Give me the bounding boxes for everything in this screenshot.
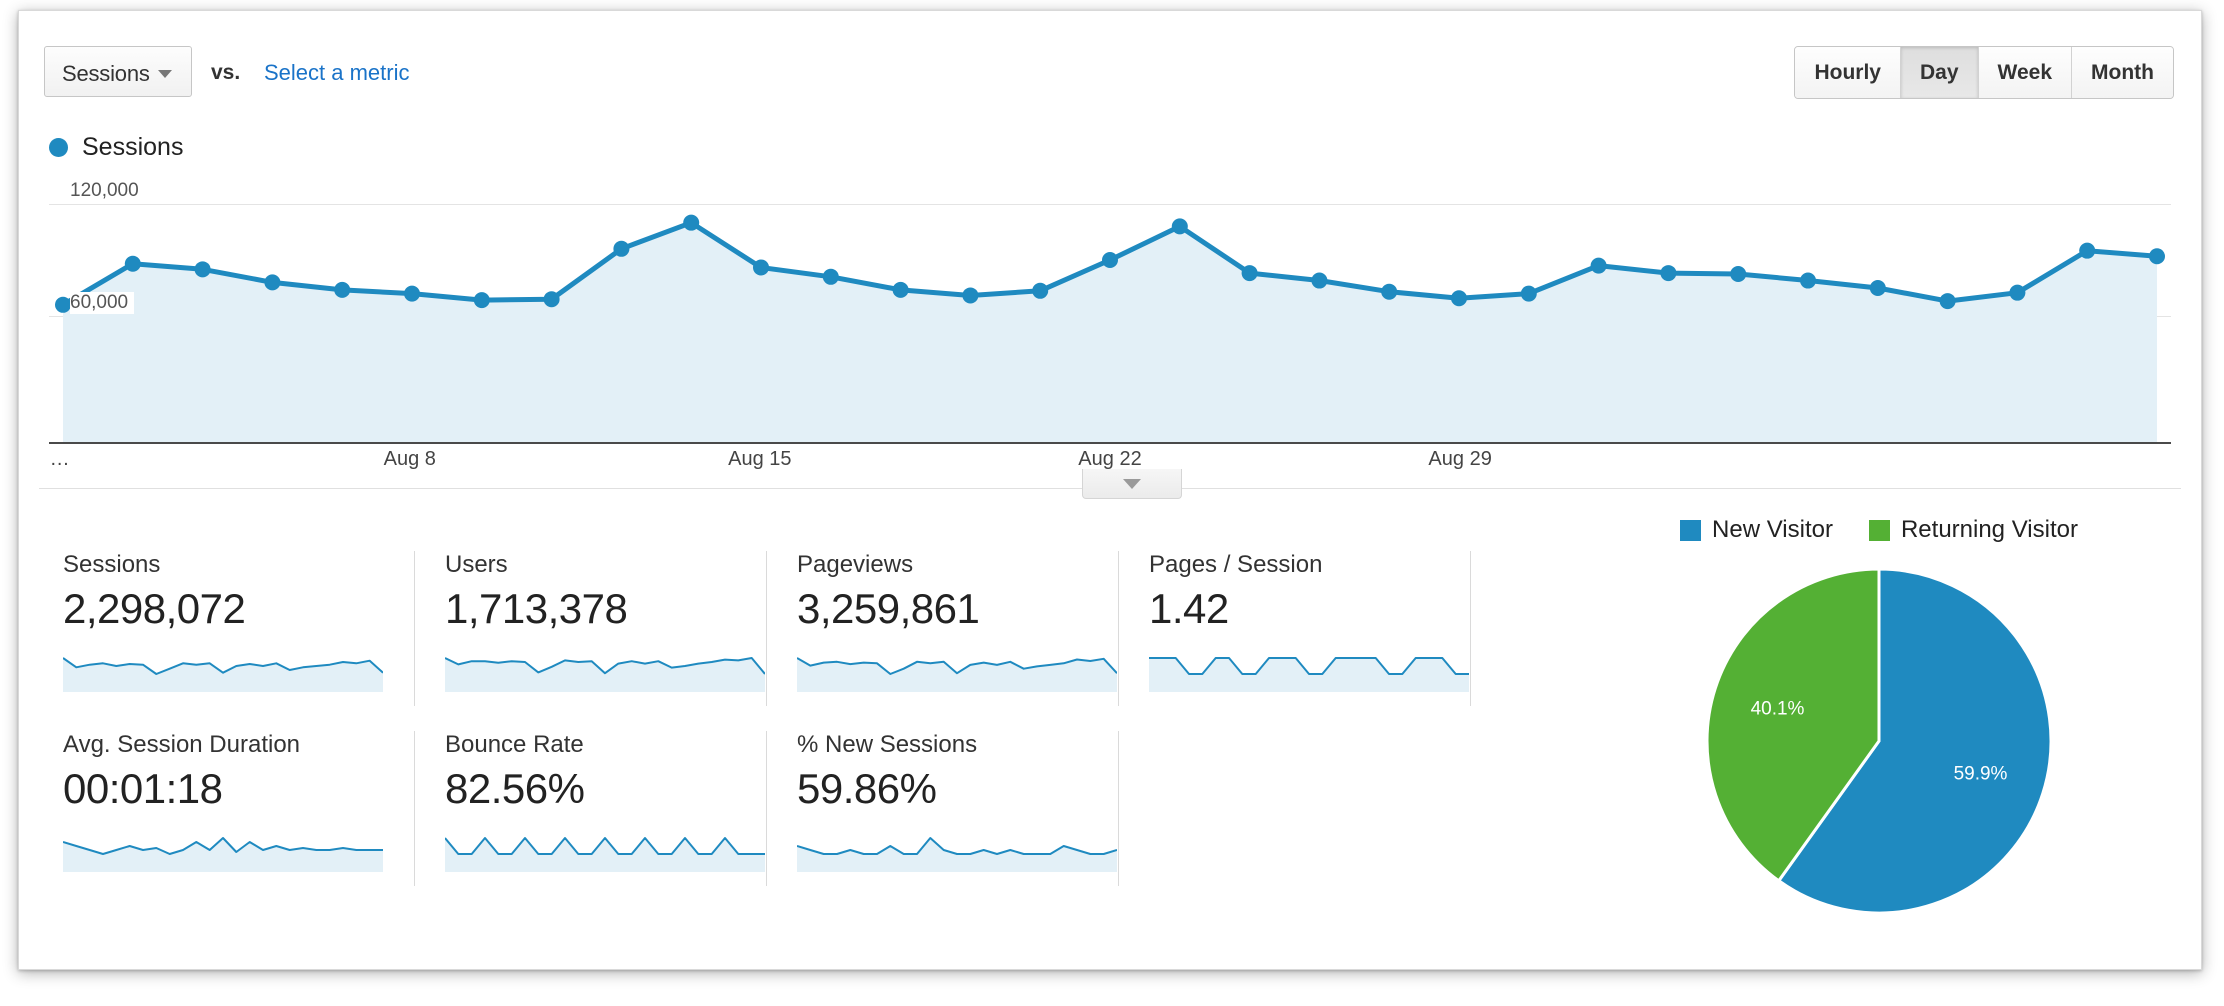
metric-select-value: Sessions	[62, 61, 150, 86]
x-axis-tick-aug-29: Aug 29	[1428, 448, 1492, 470]
sparkline-chart	[1149, 652, 1469, 692]
metric-cards-grid: Sessions 2,298,072 Users 1,713,378 Pagev…	[63, 551, 1483, 886]
gridline-120000	[49, 204, 2171, 205]
metric-card-label: Sessions	[63, 551, 161, 578]
x-axis-tick-labels: … Aug 8 Aug 15 Aug 22 Aug 29	[49, 448, 2171, 482]
series-marker-icon	[49, 138, 68, 157]
sparkline-chart	[445, 652, 765, 692]
metric-card-empty-slot	[1119, 731, 1471, 886]
metric-card-bounce-rate[interactable]: Bounce Rate 82.56%	[415, 731, 767, 886]
metric-card-value: 1,713,378	[445, 585, 628, 632]
series-legend-label: Sessions	[82, 133, 184, 161]
chart-toolbar: Sessions vs. Select a metric Hourly Day …	[19, 11, 2201, 99]
metric-card-label: Avg. Session Duration	[63, 731, 301, 758]
vs-label: vs.	[211, 61, 241, 84]
sparkline-chart	[797, 832, 1117, 872]
sparkline-chart	[63, 652, 383, 692]
sparkline-chart	[797, 652, 1117, 692]
granularity-segmented-control: Hourly Day Week Month	[1794, 46, 2174, 99]
metric-card-label: Bounce Rate	[445, 731, 584, 758]
pie-slice-label: 40.1%	[1751, 698, 1805, 719]
metric-card-users[interactable]: Users 1,713,378	[415, 551, 767, 706]
x-axis-line	[49, 442, 2171, 444]
metric-card-label: Users	[445, 551, 508, 578]
metric-card-sessions[interactable]: Sessions 2,298,072	[63, 551, 415, 706]
metric-card-value: 1.42	[1149, 585, 1229, 632]
legend-swatch-icon	[1680, 519, 1702, 541]
metric-card-pages-per-session[interactable]: Pages / Session 1.42	[1119, 551, 1471, 706]
pie-slice-label: 59.9%	[1954, 764, 2008, 785]
sessions-line-chart[interactable]: 120,000 60,000	[49, 174, 2171, 444]
x-axis-tick-aug-8: Aug 8	[383, 448, 436, 470]
visitor-type-pie-panel: New Visitor Returning Visitor 59.9% 40.1%	[1579, 516, 2179, 936]
metric-card-value: 2,298,072	[63, 585, 246, 632]
chevron-down-icon	[1123, 479, 1141, 489]
line-chart-svg	[55, 214, 2165, 444]
metric-card-avg-session-duration[interactable]: Avg. Session Duration 00:01:18	[63, 731, 415, 886]
y-axis-tick-60000: 60,000	[70, 292, 135, 314]
metric-card-percent-new-sessions[interactable]: % New Sessions 59.86%	[767, 731, 1119, 886]
pie-legend-item-returning-visitor[interactable]: Returning Visitor	[1868, 516, 2078, 544]
metric-card-label: Pageviews	[797, 551, 914, 578]
metric-cards-row-2: Avg. Session Duration 00:01:18 Bounce Ra…	[63, 731, 1483, 886]
pie-legend-label: Returning Visitor	[1900, 516, 2078, 543]
sparkline-chart	[445, 832, 765, 872]
series-legend[interactable]: Sessions	[49, 133, 183, 162]
metric-card-value: 3,259,861	[797, 585, 980, 632]
metric-card-value: 82.56%	[445, 765, 585, 812]
pie-legend-item-new-visitor[interactable]: New Visitor	[1680, 516, 1833, 544]
granularity-option-month[interactable]: Month	[2072, 47, 2173, 98]
sparkline-chart	[63, 832, 383, 872]
chevron-down-icon	[158, 70, 172, 78]
metric-card-value: 00:01:18	[63, 765, 223, 812]
visitor-type-pie-chart[interactable]: 59.9% 40.1%	[1704, 566, 2054, 916]
x-axis-tick-ellipsis: …	[49, 448, 70, 470]
analytics-panel: Sessions vs. Select a metric Hourly Day …	[18, 10, 2202, 970]
granularity-option-day[interactable]: Day	[1901, 47, 1979, 98]
pie-legend: New Visitor Returning Visitor	[1579, 516, 2179, 544]
pie-legend-label: New Visitor	[1712, 516, 1833, 543]
metric-card-pageviews[interactable]: Pageviews 3,259,861	[767, 551, 1119, 706]
metric-card-value: 59.86%	[797, 765, 937, 812]
legend-swatch-icon	[1868, 519, 1890, 541]
select-a-metric-link[interactable]: Select a metric	[264, 60, 410, 85]
x-axis-tick-aug-22: Aug 22	[1078, 448, 1142, 470]
x-axis-tick-aug-15: Aug 15	[728, 448, 792, 470]
metric-card-label: Pages / Session	[1149, 551, 1323, 578]
granularity-option-hourly[interactable]: Hourly	[1795, 47, 1901, 98]
collapse-chart-tab[interactable]	[1082, 469, 1182, 499]
metric-select-dropdown[interactable]: Sessions	[44, 46, 192, 97]
granularity-option-week[interactable]: Week	[1978, 47, 2073, 98]
metric-card-label: % New Sessions	[797, 731, 978, 758]
metric-cards-row-1: Sessions 2,298,072 Users 1,713,378 Pagev…	[63, 551, 1483, 706]
y-axis-tick-120000: 120,000	[70, 180, 145, 202]
